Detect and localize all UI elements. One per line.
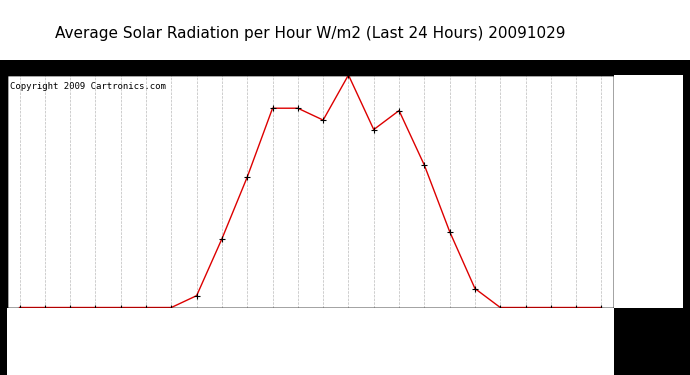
Text: Average Solar Radiation per Hour W/m2 (Last 24 Hours) 20091029: Average Solar Radiation per Hour W/m2 (L… <box>55 26 566 41</box>
Text: Copyright 2009 Cartronics.com: Copyright 2009 Cartronics.com <box>10 82 166 91</box>
